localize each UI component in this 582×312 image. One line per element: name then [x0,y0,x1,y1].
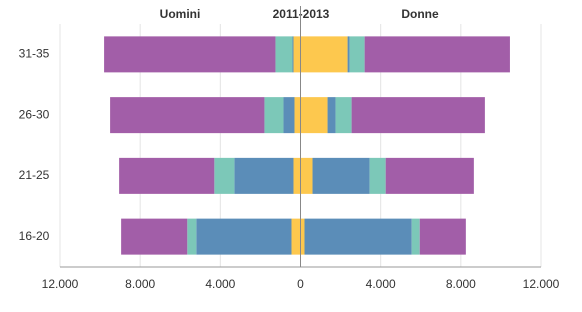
bar-segment [364,36,510,73]
x-tick-label: 0 [297,277,304,291]
bar-segment [283,97,295,134]
bar-segment [291,218,301,255]
x-tick-label: 8.000 [446,277,476,291]
bar-segment [300,97,328,134]
bar-segment [327,97,336,134]
bar-segment [294,97,301,134]
bar-segment [347,36,350,73]
bar-segment [104,36,276,73]
bar-segment [275,36,293,73]
x-tick-label: 8.000 [125,277,155,291]
bar-segment [214,157,235,194]
bar-segment [293,157,301,194]
bar-segment [293,36,301,73]
bar-segment [369,157,386,194]
bar-segment [351,97,485,134]
bar-segment [196,218,292,255]
bar-segment [300,218,305,255]
bar-segment [312,157,370,194]
group-label: Donne [401,7,439,21]
bar-segment [264,97,284,134]
bar-segment [385,157,474,194]
bar-segment [419,218,466,255]
bar-segment [292,36,294,73]
bar-segment [304,218,412,255]
bar-segment [121,218,188,255]
bar-segment [411,218,420,255]
bar-segment [110,97,265,134]
bar-segment [335,97,352,134]
bar-segment [234,157,294,194]
x-tick-label: 4.000 [366,277,396,291]
chart-title: 2011-2013 [273,7,330,21]
y-tick-label: 16-20 [19,229,50,243]
bar-segment [300,36,348,73]
group-label: Uomini [160,7,201,21]
y-tick-label: 31-35 [19,47,50,61]
x-tick-label: 4.000 [205,277,235,291]
y-tick-label: 21-25 [19,168,50,182]
bar-segment [300,157,313,194]
bar-segment [187,218,197,255]
x-tick-label: 12.000 [42,277,79,291]
bar-segment [349,36,365,73]
y-tick-label: 26-30 [19,107,50,121]
bar-segment [119,157,215,194]
x-tick-label: 12.000 [523,277,560,291]
